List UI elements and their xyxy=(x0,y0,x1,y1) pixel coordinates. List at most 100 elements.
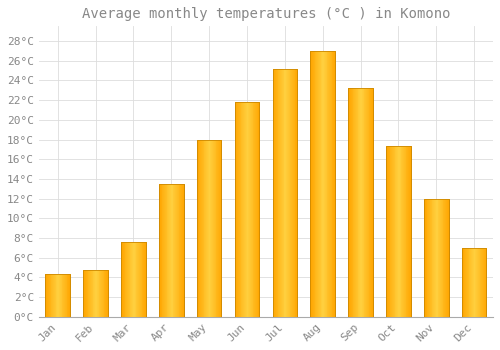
Bar xyxy=(126,242,127,317)
Bar xyxy=(128,242,129,317)
Bar xyxy=(483,248,484,317)
Bar xyxy=(70,274,71,317)
Bar xyxy=(430,198,431,317)
Bar xyxy=(296,69,297,317)
Bar xyxy=(277,69,278,317)
Bar xyxy=(478,248,479,317)
Bar xyxy=(160,184,162,317)
Bar xyxy=(98,270,100,317)
Bar xyxy=(245,102,246,317)
Bar xyxy=(471,248,472,317)
Bar xyxy=(174,184,175,317)
Bar xyxy=(121,242,122,317)
Bar xyxy=(348,88,373,317)
Bar xyxy=(100,270,101,317)
Bar xyxy=(313,51,314,317)
Bar xyxy=(484,248,486,317)
Bar xyxy=(436,198,437,317)
Bar xyxy=(123,242,124,317)
Bar xyxy=(138,242,139,317)
Bar xyxy=(403,146,404,317)
Bar xyxy=(217,140,218,317)
Bar xyxy=(236,102,238,317)
Bar xyxy=(97,270,98,317)
Bar xyxy=(136,242,138,317)
Bar xyxy=(482,248,483,317)
Bar xyxy=(480,248,482,317)
Bar xyxy=(332,51,334,317)
Bar xyxy=(284,69,286,317)
Bar xyxy=(348,88,349,317)
Bar xyxy=(92,270,94,317)
Bar xyxy=(216,140,218,317)
Bar xyxy=(310,51,335,317)
Bar xyxy=(350,88,351,317)
Bar xyxy=(206,140,207,317)
Bar xyxy=(365,88,366,317)
Bar xyxy=(275,69,276,317)
Bar xyxy=(207,140,208,317)
Bar xyxy=(399,146,400,317)
Bar xyxy=(314,51,316,317)
Bar xyxy=(467,248,468,317)
Bar xyxy=(90,270,91,317)
Bar xyxy=(257,102,258,317)
Bar xyxy=(244,102,245,317)
Bar xyxy=(60,274,61,317)
Bar xyxy=(204,140,206,317)
Bar xyxy=(292,69,293,317)
Bar xyxy=(486,248,488,317)
Bar xyxy=(474,248,476,317)
Bar xyxy=(201,140,202,317)
Bar xyxy=(172,184,174,317)
Bar xyxy=(316,51,318,317)
Bar xyxy=(91,270,92,317)
Bar xyxy=(431,198,432,317)
Bar xyxy=(234,102,260,317)
Bar xyxy=(58,274,59,317)
Bar xyxy=(181,184,182,317)
Bar xyxy=(159,184,184,317)
Bar xyxy=(60,274,62,317)
Bar xyxy=(144,242,145,317)
Bar xyxy=(361,88,362,317)
Bar xyxy=(64,274,65,317)
Bar xyxy=(404,146,405,317)
Bar xyxy=(288,69,290,317)
Bar xyxy=(435,198,436,317)
Bar xyxy=(103,270,104,317)
Bar xyxy=(163,184,164,317)
Bar xyxy=(107,270,108,317)
Bar xyxy=(356,88,357,317)
Bar xyxy=(239,102,240,317)
Bar xyxy=(251,102,252,317)
Bar xyxy=(59,274,60,317)
Bar xyxy=(410,146,412,317)
Bar xyxy=(362,88,364,317)
Bar xyxy=(108,270,109,317)
Bar xyxy=(466,248,467,317)
Bar xyxy=(46,274,70,317)
Bar xyxy=(445,198,446,317)
Bar xyxy=(84,270,108,317)
Bar xyxy=(472,248,473,317)
Bar xyxy=(397,146,398,317)
Bar xyxy=(238,102,239,317)
Bar xyxy=(56,274,58,317)
Bar xyxy=(355,88,356,317)
Bar xyxy=(52,274,53,317)
Bar xyxy=(394,146,396,317)
Bar xyxy=(325,51,326,317)
Bar xyxy=(390,146,392,317)
Bar xyxy=(84,270,108,317)
Bar xyxy=(249,102,250,317)
Bar xyxy=(132,242,133,317)
Bar xyxy=(297,69,298,317)
Bar xyxy=(214,140,216,317)
Bar xyxy=(165,184,166,317)
Bar xyxy=(398,146,399,317)
Bar xyxy=(400,146,402,317)
Bar xyxy=(121,242,146,317)
Bar xyxy=(310,51,312,317)
Bar xyxy=(280,69,281,317)
